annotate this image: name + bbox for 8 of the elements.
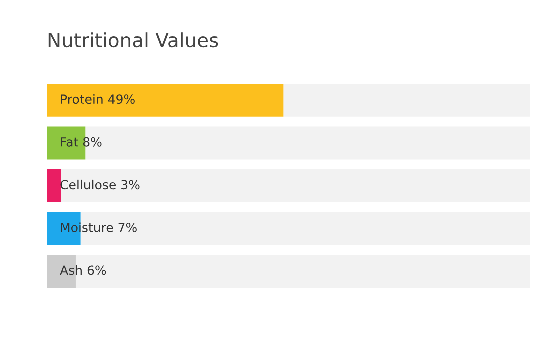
- bar: [284, 84, 530, 117]
- bar: [61, 170, 530, 202]
- bar: [47, 170, 62, 202]
- data-label: Ash 6%: [60, 265, 106, 276]
- data-label: Protein 49%: [61, 94, 135, 104]
- bar: [47, 84, 284, 117]
- chart-title: Nutritional Values: [48, 32, 218, 48]
- bar: [86, 126, 530, 160]
